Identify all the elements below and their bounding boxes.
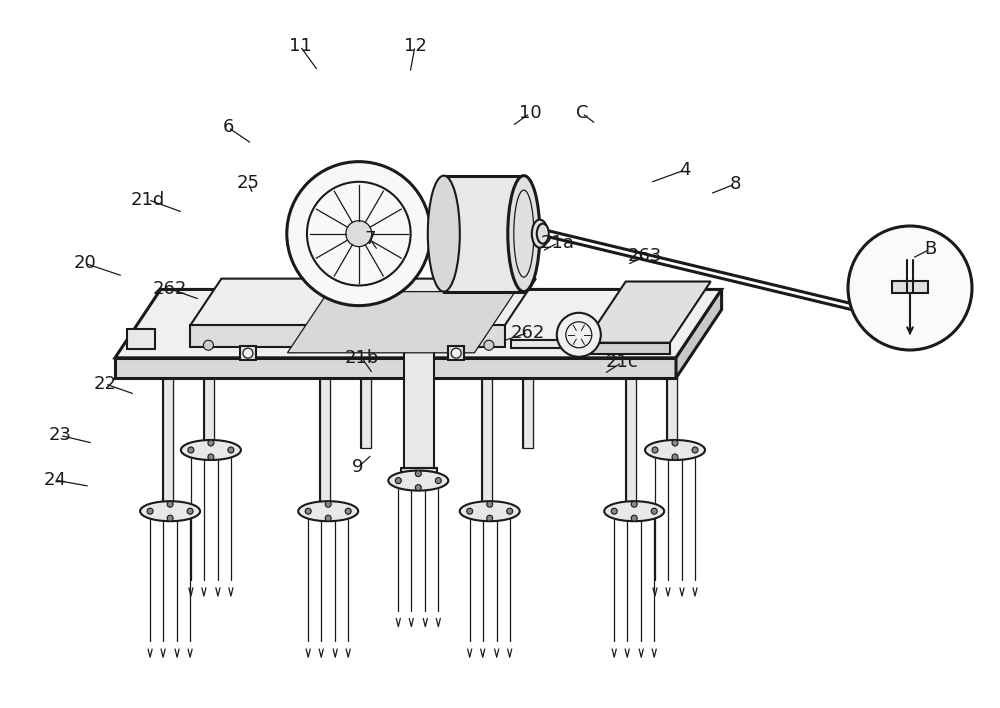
Circle shape [672,454,678,460]
Polygon shape [585,343,670,354]
Polygon shape [190,326,505,347]
Polygon shape [482,376,492,509]
Bar [399,328,439,340]
Polygon shape [115,358,676,378]
Bar [127,329,155,349]
Circle shape [848,226,972,350]
Ellipse shape [645,440,705,460]
Text: 262: 262 [153,280,187,298]
Text: B: B [924,240,936,258]
Text: 12: 12 [404,37,426,55]
Circle shape [187,508,193,514]
Polygon shape [163,376,173,509]
Bar [448,346,464,360]
Text: 9: 9 [352,458,364,476]
Circle shape [203,341,213,350]
Polygon shape [361,315,371,448]
Ellipse shape [298,501,358,521]
Ellipse shape [287,161,431,306]
Ellipse shape [532,219,548,248]
Circle shape [652,447,658,453]
Ellipse shape [537,224,549,244]
Circle shape [611,508,617,514]
Circle shape [345,508,351,514]
Circle shape [208,440,214,446]
Text: 21d: 21d [131,190,165,209]
Polygon shape [667,315,677,448]
Circle shape [672,440,678,446]
Text: 24: 24 [44,471,66,489]
Circle shape [208,454,214,460]
Circle shape [325,515,331,521]
Text: C: C [576,104,588,122]
Bar [444,176,524,292]
Ellipse shape [428,176,460,292]
Text: 7: 7 [364,230,376,249]
Circle shape [467,508,473,514]
Circle shape [507,508,513,514]
Bar [892,281,928,293]
Ellipse shape [140,501,200,521]
Ellipse shape [388,471,448,491]
Circle shape [147,508,153,514]
Ellipse shape [557,313,601,357]
Circle shape [435,478,441,484]
Polygon shape [287,292,515,353]
Text: 11: 11 [289,37,311,55]
Text: 262: 262 [511,324,545,342]
Polygon shape [511,340,583,348]
Text: 22: 22 [94,375,116,393]
Ellipse shape [508,176,540,292]
Ellipse shape [346,221,372,246]
Polygon shape [190,279,536,326]
Polygon shape [676,290,722,378]
Text: 21b: 21b [345,349,379,367]
Text: 20: 20 [74,254,96,273]
Circle shape [487,501,493,507]
Polygon shape [626,376,636,509]
Text: 21c: 21c [606,353,638,372]
Circle shape [484,341,494,350]
Text: 10: 10 [519,104,541,122]
Circle shape [305,508,311,514]
Text: 25: 25 [237,173,260,192]
Circle shape [631,501,637,507]
Bar [404,340,434,470]
Ellipse shape [604,501,664,521]
Bar [401,468,437,478]
Circle shape [451,348,461,358]
Circle shape [167,515,173,521]
Polygon shape [522,315,533,448]
Circle shape [325,501,331,507]
Text: 23: 23 [48,426,72,445]
Circle shape [188,447,194,453]
Text: 8: 8 [729,175,741,193]
Ellipse shape [181,440,241,460]
Text: 6: 6 [222,118,234,137]
Circle shape [415,471,421,476]
Polygon shape [204,315,214,448]
Circle shape [631,515,637,521]
Circle shape [395,478,401,484]
Ellipse shape [460,501,520,521]
Circle shape [243,348,253,358]
Circle shape [651,508,657,514]
Text: 263: 263 [628,247,662,266]
Circle shape [228,447,234,453]
Circle shape [167,501,173,507]
Circle shape [487,515,493,521]
Polygon shape [585,282,711,343]
Polygon shape [115,290,722,358]
Bar [240,346,256,360]
Text: 4: 4 [679,161,691,179]
Polygon shape [320,376,330,509]
Circle shape [415,484,421,491]
Circle shape [692,447,698,453]
Text: 21a: 21a [541,234,575,252]
